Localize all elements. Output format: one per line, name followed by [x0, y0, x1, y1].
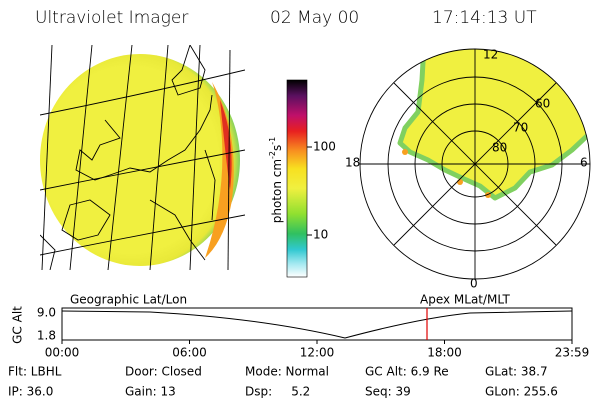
y-tick-label: 1.8	[37, 329, 56, 343]
unit-exp: -1	[268, 137, 277, 145]
x-tick-label: 00:00	[45, 346, 80, 360]
x-tick-label: 06:00	[172, 346, 207, 360]
colorbar-unit: photon cm-2s-1	[268, 137, 284, 224]
geographic-image	[40, 45, 245, 270]
lat-label: 80	[492, 141, 507, 155]
x-tick-label: 18:00	[427, 346, 462, 360]
x-tick-label: 12:00	[300, 346, 335, 360]
status-field: Mode: Normal	[245, 365, 329, 379]
mlt-label: 6	[580, 156, 588, 170]
mlt-label: 0	[470, 277, 478, 291]
polar-grid	[359, 48, 591, 280]
colorbar	[286, 79, 308, 278]
status-field: GLon: 255.6	[485, 385, 558, 399]
auroral-oval	[397, 49, 590, 201]
plot-title: Geographic Lat/Lon	[70, 293, 187, 307]
y-tick-label: 9.0	[37, 306, 56, 320]
y-label: GC Alt	[11, 306, 25, 344]
mlt-label: 12	[483, 48, 498, 62]
altitude-curve	[61, 310, 573, 339]
status-field: Door: Closed	[125, 365, 202, 379]
header-time: 17:14:13 UT	[432, 8, 537, 28]
mlt-label: 18	[345, 156, 360, 170]
unit-exp: -2	[268, 151, 277, 159]
colorbar-tick: 100	[313, 140, 336, 154]
colorbar-tick: 10	[313, 228, 328, 242]
unit: photon cm	[270, 159, 284, 223]
status-field: GLat: 38.7	[485, 365, 548, 379]
status-field: GC Alt: 6.9 Re	[365, 365, 449, 379]
status-field: IP: 36.0	[8, 385, 53, 399]
header-date: 02 May 00	[270, 8, 359, 28]
lat-label: 70	[513, 121, 528, 135]
status-field: Flt: LBHL	[8, 365, 62, 379]
unit: s	[270, 145, 284, 151]
status-field: Seq: 39	[365, 385, 411, 399]
status-field: Gain: 13	[125, 385, 176, 399]
plot-title: Apex MLat/MLT	[420, 293, 510, 307]
lat-label: 60	[535, 97, 550, 111]
x-tick-label: 23:59	[555, 346, 590, 360]
status-field: Dsp: 5.2	[245, 385, 310, 399]
header-instrument: Ultraviolet Imager	[35, 8, 188, 28]
